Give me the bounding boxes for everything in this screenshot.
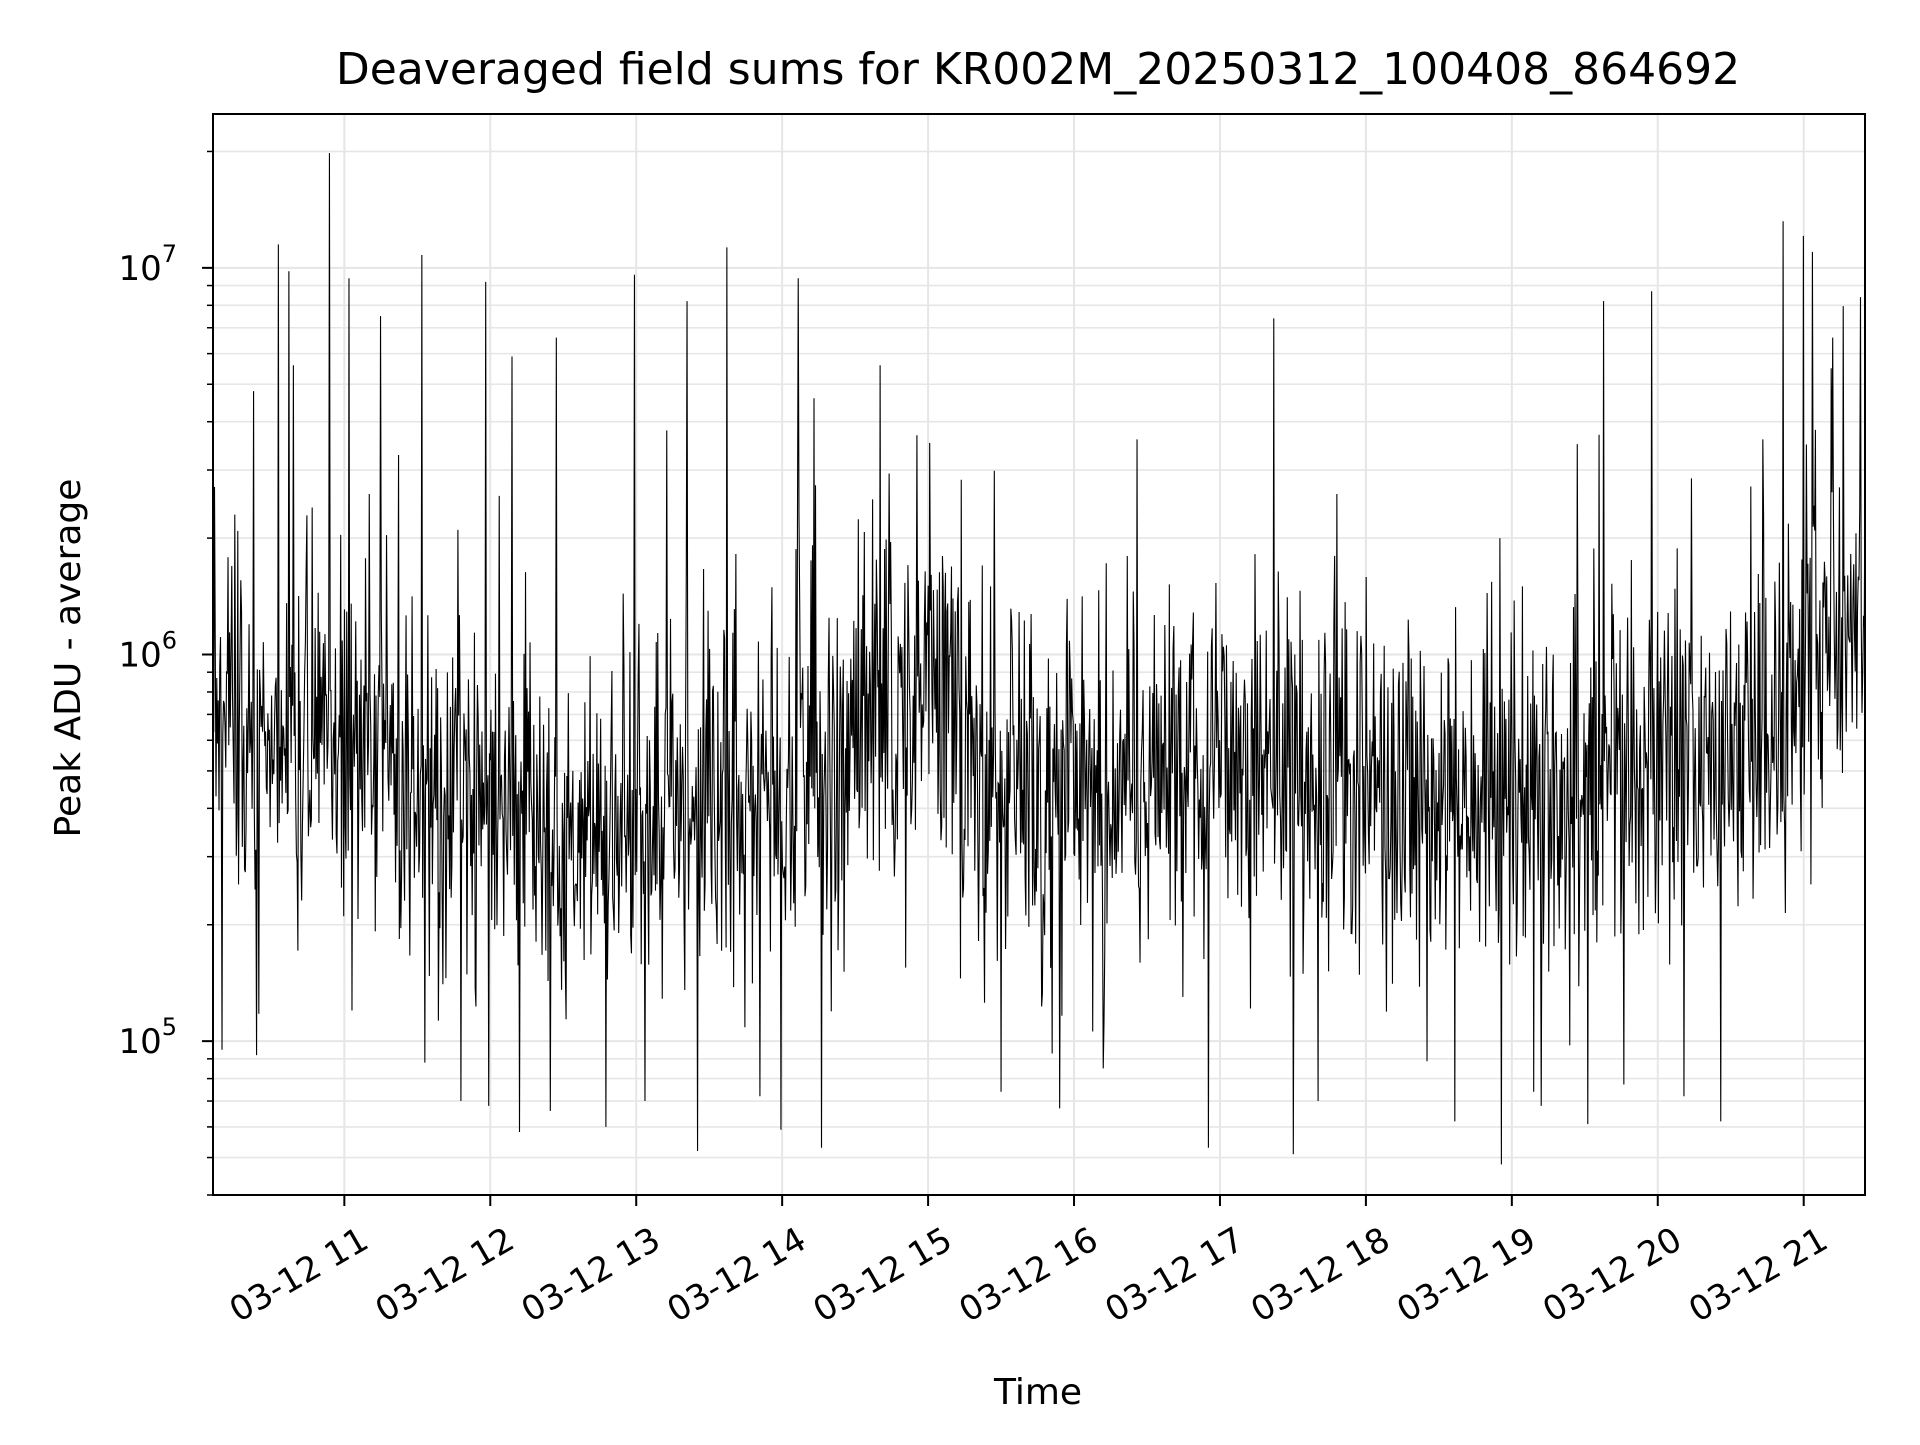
chart-title: Deaveraged field sums for KR002M_2025031… — [336, 44, 1740, 95]
y-tick-label: 107 — [118, 240, 177, 289]
y-tick-label: 106 — [118, 627, 177, 676]
plot-area — [212, 153, 1866, 1165]
y-axis: 105 106 107 — [118, 150, 213, 1196]
series-line — [212, 153, 1866, 1165]
y-tick-label: 105 — [118, 1013, 177, 1062]
y-axis-label: Peak ADU - average — [48, 479, 89, 838]
x-axis-label: Time — [993, 1372, 1082, 1413]
